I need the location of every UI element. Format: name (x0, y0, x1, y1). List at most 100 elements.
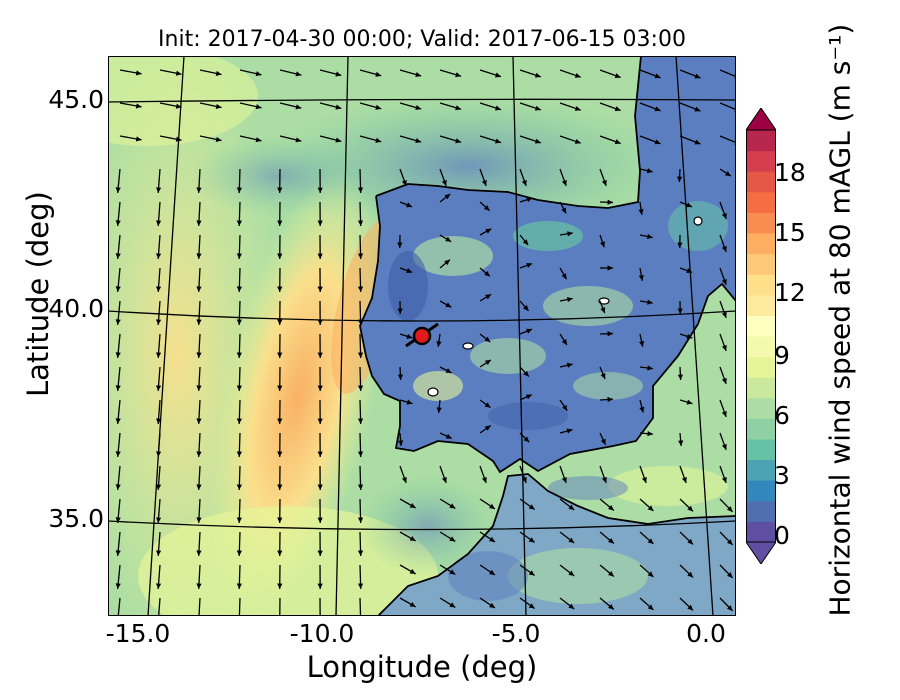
colorbar-segment (746, 377, 776, 399)
wind-arrow (359, 597, 362, 616)
wind-arrow-head (357, 319, 364, 325)
wind-arrow-head (444, 259, 450, 266)
wind-arrow-head (566, 296, 573, 303)
plot-title: Init: 2017-04-30 00:00; Valid: 2017-06-1… (158, 27, 686, 52)
wind-arrow-head (115, 352, 121, 358)
wind-arrow-head (601, 179, 607, 186)
wind-arrow-head (215, 103, 222, 109)
wind-arrow-head (647, 365, 653, 371)
inland-lake (693, 216, 703, 226)
wind-arrow-head (115, 319, 121, 325)
wind-arrow-head (721, 410, 727, 417)
wind-arrow-head (449, 536, 456, 542)
wind-arrow-head (415, 72, 422, 78)
longitude-line-5 (512, 56, 527, 616)
wind-arrow-head (357, 286, 364, 292)
wind-arrow-head (357, 451, 364, 457)
wind-arrow-head (528, 603, 535, 609)
wind-arrow-head (196, 253, 202, 259)
wind-arrow-head (317, 352, 323, 358)
x-tick-0: 0.0 (686, 619, 726, 648)
wind-arrow (117, 597, 121, 616)
wind-arrow (719, 135, 736, 144)
wind-arrow-head (574, 138, 581, 144)
wind-arrow-head (614, 106, 621, 112)
wind-arrow-head (277, 583, 283, 589)
wind-arrow-head (484, 270, 490, 277)
wind-arrow-head (295, 71, 302, 77)
wind-arrow-head (357, 187, 364, 193)
wind-arrow-head (523, 436, 530, 443)
wind-arrow-head (277, 286, 283, 292)
wind-arrow-head (484, 402, 491, 408)
wind-arrow-head (397, 242, 403, 248)
wind-arrow-head (528, 537, 535, 543)
land-patch (543, 286, 633, 326)
wind-arrow-head (236, 220, 242, 226)
inland-lake (598, 297, 610, 305)
wind-arrow-head (495, 105, 501, 111)
wind-arrow-head (335, 104, 342, 110)
wind-arrow-head (687, 571, 694, 578)
wind-arrow-head (155, 583, 162, 589)
wind-arrow (719, 69, 736, 78)
wind-arrow-head (115, 385, 121, 391)
wind-arrow-head (317, 550, 323, 556)
wind-arrow-head (236, 187, 242, 193)
land-patch (470, 338, 546, 374)
longitude-line-15 (147, 56, 185, 616)
wind-arrow-head (236, 583, 242, 589)
wind-arrow-head (175, 103, 182, 109)
wind-arrow-head (196, 187, 202, 193)
wind-arrow-head (455, 138, 462, 144)
wind-arrow-head (481, 179, 487, 186)
colorbar-segment (746, 500, 776, 522)
wind-arrow-head (495, 138, 501, 144)
wind-arrow-head (375, 104, 382, 110)
wind-arrow-head (196, 583, 202, 589)
colorbar-tick-0: 0 (774, 521, 790, 550)
wind-arrow-head (526, 328, 533, 334)
wind-arrow-head (445, 433, 452, 439)
colorbar-tick-18: 18 (774, 158, 806, 187)
wind-arrow-head (638, 209, 644, 215)
wind-arrow-head (444, 193, 451, 200)
colorbar-segment (746, 521, 776, 543)
wind-arrow-head (600, 307, 606, 314)
wind-arrow-head (436, 341, 442, 347)
wind-arrow-head (686, 202, 693, 208)
wind-arrow-head (255, 71, 262, 77)
wind-arrow-head (196, 451, 202, 457)
wind-arrow-head (647, 431, 653, 437)
wind-arrow-head (196, 319, 202, 325)
wind-arrow-head (694, 139, 701, 145)
wind-arrow-head (614, 73, 621, 79)
wind-arrow-head (561, 273, 567, 280)
wind-arrow-head (115, 517, 121, 523)
wind-arrow-head (277, 253, 283, 259)
colorbar-segment (746, 336, 776, 358)
wind-arrow-head (415, 138, 422, 144)
wind-arrow-head (525, 394, 532, 400)
wind-arrow-head (295, 104, 302, 110)
wind-arrow-head (726, 539, 733, 545)
wind-arrow-head (721, 278, 727, 285)
colorbar-segment (746, 397, 776, 419)
wind-arrow-head (409, 568, 416, 574)
inland-lake (427, 387, 439, 397)
latitude-line-45 (108, 98, 736, 103)
wind-arrow (157, 597, 161, 616)
land-patch (488, 402, 568, 430)
wind-arrow-head (608, 505, 614, 511)
wind-arrow-head (317, 517, 323, 523)
wind-arrow-head (196, 484, 202, 490)
wind-arrow-head (357, 418, 364, 424)
wind-arrow-head (335, 71, 342, 77)
wind-arrow-head (277, 319, 283, 325)
wind-arrow-head (687, 505, 694, 512)
wind-arrow-head (526, 197, 533, 203)
wind-arrow-head (115, 187, 121, 193)
wind-arrow-head (721, 443, 727, 450)
wind-arrow-head (255, 104, 262, 110)
wind-arrow-head (568, 504, 575, 510)
